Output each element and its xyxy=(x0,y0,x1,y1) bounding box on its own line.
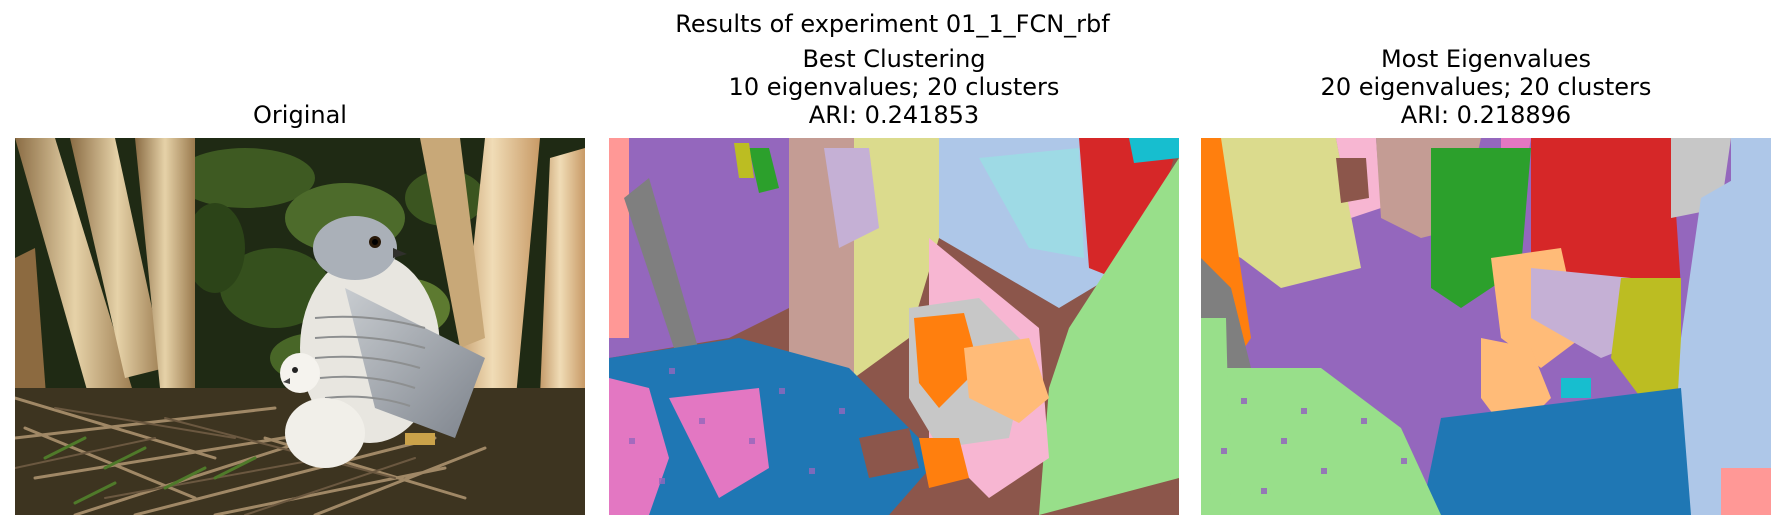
panel-most-title: Most Eigenvalues 20 eigenvalues; 20 clus… xyxy=(1201,45,1771,129)
panel-original-title-line-1: Original xyxy=(253,101,347,129)
panel-best-title-line-2: 10 eigenvalues; 20 clusters xyxy=(728,73,1060,101)
panel-most-title-line-3: ARI: 0.218896 xyxy=(1400,101,1572,129)
hawk xyxy=(300,216,485,445)
panel-best-title-line-1: Best Clustering xyxy=(802,45,986,73)
original-photo xyxy=(15,138,585,515)
best-clustering-map xyxy=(609,138,1179,515)
panel-most-title-line-2: 20 eigenvalues; 20 clusters xyxy=(1320,73,1652,101)
best-cluster-regions xyxy=(609,138,1179,515)
best-clustering-svg xyxy=(609,138,1179,515)
chick xyxy=(280,353,365,468)
most-cluster-speckle xyxy=(1221,398,1407,494)
most-cluster-regions xyxy=(1201,138,1771,515)
panel-best-title: Best Clustering 10 eigenvalues; 20 clust… xyxy=(609,45,1179,129)
panel-best-title-line-3: ARI: 0.241853 xyxy=(808,101,980,129)
original-photo-svg xyxy=(15,138,585,515)
most-eigenvalues-svg xyxy=(1201,138,1771,515)
panel-original-title: Original xyxy=(15,101,585,129)
panel-most-title-line-1: Most Eigenvalues xyxy=(1380,45,1592,73)
figure-suptitle: Results of experiment 01_1_FCN_rbf xyxy=(675,10,1110,38)
most-eigenvalues-map xyxy=(1201,138,1771,515)
best-cluster-speckle xyxy=(629,368,845,484)
